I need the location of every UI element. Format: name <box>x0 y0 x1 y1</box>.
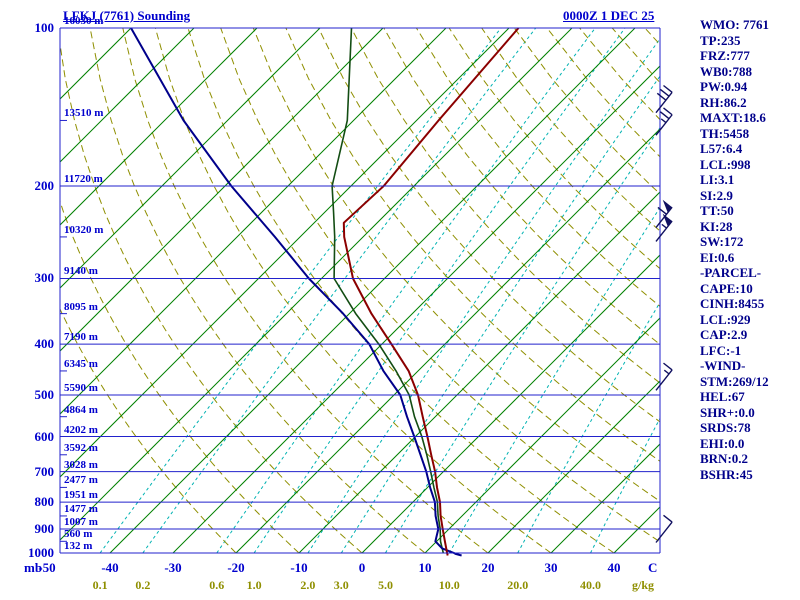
stat-line: LI:3.1 <box>700 172 735 187</box>
stat-line: PW:0.94 <box>700 79 748 94</box>
stat-line: STM:269/12 <box>700 373 769 389</box>
stat-line: SHR+:0.0 <box>700 404 755 420</box>
stats-panel: WMO: 7761 TP:235 FRZ:777 WB0:788 PW:0.94 RH:8… <box>700 17 769 482</box>
temp-unit-label: C <box>648 560 658 575</box>
mixing-unit-label: g/kg <box>632 578 655 592</box>
stat-line: LFC:-1 <box>700 342 742 358</box>
stat-line: WB0:788 <box>700 63 752 79</box>
stat-line: TT:50 <box>700 203 734 218</box>
stat-line: CAPE:10 <box>700 280 753 296</box>
stat-line: FRZ:777 <box>700 48 750 63</box>
stat-line: EI:0.6 <box>700 249 735 265</box>
stat-line: WMO: 7761 <box>700 17 769 32</box>
stat-line: MAXT:18.6 <box>700 110 766 125</box>
stat-line: -WIND- <box>700 358 746 373</box>
pressure-unit-label: mb <box>24 560 43 575</box>
stat-line: -PARCEL- <box>700 265 762 280</box>
stat-line: L57:6.4 <box>700 141 743 156</box>
stat-line: HEL:67 <box>700 389 745 404</box>
stat-line: RH:86.2 <box>700 94 747 110</box>
page-title: LFKJ (7761) Sounding <box>63 8 191 23</box>
stat-line: EHI:0.0 <box>700 435 745 451</box>
stat-line: TH:5458 <box>700 125 750 141</box>
stat-line: SRDS:78 <box>700 420 751 435</box>
stat-line: SW:172 <box>700 234 744 249</box>
stat-line: SI:2.9 <box>700 187 733 203</box>
stat-line: BRN:0.2 <box>700 451 749 466</box>
stat-line: BSHR:45 <box>700 466 753 482</box>
stat-line: CAP:2.9 <box>700 327 748 342</box>
valid-time-label: 0000Z 1 DEC 25 <box>563 8 655 23</box>
stat-line: CINH:8455 <box>700 296 765 311</box>
stat-line: LCL:929 <box>700 311 751 327</box>
stat-line: LCL:998 <box>700 156 751 172</box>
stat-line: TP:235 <box>700 32 741 48</box>
stat-line: KI:28 <box>700 218 733 234</box>
